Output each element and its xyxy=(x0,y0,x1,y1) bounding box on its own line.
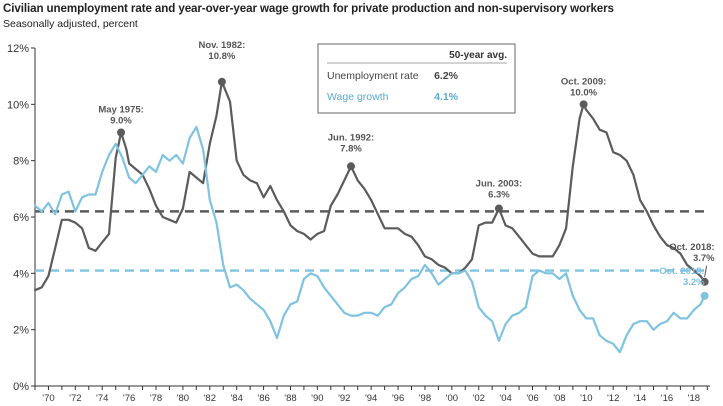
annotation-date-label: Jun. 1992: xyxy=(328,132,374,143)
unemployment-annotation-marker xyxy=(700,277,709,286)
x-tick-label: '78 xyxy=(150,393,162,404)
chart-axes: 0% 2% 4% 6% 8% 10% 12% '70 '72 '74 '76 '78 '80 '82 '84… xyxy=(7,43,710,404)
unemployment-annotation-marker xyxy=(117,128,126,137)
wage-annotation-marker xyxy=(700,291,709,300)
annotation-value-label: 9.0% xyxy=(110,116,132,127)
legend-box: 50-year avg. Unemployment rate 6.2% Wage… xyxy=(317,43,516,114)
y-tick-label: 8% xyxy=(13,156,29,168)
x-tick-label: '98 xyxy=(419,393,431,404)
annotation-value-label: 6.3% xyxy=(488,190,510,201)
annotation-date-label: Oct. 2009: xyxy=(561,76,606,87)
annotation-value-label: 3.7% xyxy=(693,253,715,264)
annotation-date-label: Oct. 2018: xyxy=(659,266,704,277)
x-tick-label: '04 xyxy=(499,393,511,404)
y-tick-label: 0% xyxy=(13,381,29,393)
y-tick-label: 4% xyxy=(13,268,29,280)
x-tick-label: '18 xyxy=(688,393,700,404)
chart-subtitle: Seasonally adjusted, percent xyxy=(3,18,138,30)
x-tick-label: '06 xyxy=(526,393,538,404)
annotation-value-label: 3.2% xyxy=(683,277,705,288)
annotation-date-label: May 1975: xyxy=(98,105,143,116)
x-tick-label: '16 xyxy=(661,393,673,404)
annotation-value-label: 10.0% xyxy=(570,87,597,98)
annotation-value-label: 7.8% xyxy=(340,143,362,154)
unemployment-annotation-marker xyxy=(494,204,503,213)
legend-value-unemployment: 6.2% xyxy=(434,70,459,82)
chart-title: Civilian unemployment rate and year-over… xyxy=(3,2,614,15)
x-tick-label: '82 xyxy=(204,393,216,404)
wage-series-line xyxy=(33,125,706,354)
x-tick-label: '92 xyxy=(338,393,350,404)
y-tick-label: 6% xyxy=(13,212,29,224)
x-tick-label: '10 xyxy=(580,393,592,404)
x-tick-label: '14 xyxy=(634,393,646,404)
x-tick-label: '74 xyxy=(96,393,108,404)
annotation-date-label: Nov. 1982: xyxy=(198,40,245,51)
annotation-value-label: 10.8% xyxy=(208,51,235,62)
annotation-connector xyxy=(704,265,708,277)
legend-value-wage: 4.1% xyxy=(434,91,459,103)
x-tick-label: '08 xyxy=(553,393,565,404)
series-layer xyxy=(33,80,706,354)
annotation-layer: May 1975:9.0% Nov. 1982:10.8% Jun. 1992:7.… xyxy=(98,40,715,300)
x-tick-label: '84 xyxy=(230,393,242,404)
y-tick-label: 10% xyxy=(7,99,29,111)
x-tick-label: '86 xyxy=(257,393,269,404)
unemployment-annotation-marker xyxy=(346,162,355,171)
annotation-date-label: Oct. 2018: xyxy=(669,242,714,253)
legend-header: 50-year avg. xyxy=(449,50,507,61)
y-tick-label: 12% xyxy=(7,43,29,55)
x-tick-label: '00 xyxy=(446,393,458,404)
x-tick-label: '90 xyxy=(311,393,323,404)
unemployment-annotation-marker xyxy=(217,77,226,86)
unemployment-annotation-marker xyxy=(579,100,588,109)
legend-label-unemployment: Unemployment rate xyxy=(327,70,419,82)
annotation-date-label: Jun. 2003: xyxy=(476,179,522,190)
x-tick-label: '72 xyxy=(69,393,81,404)
x-tick-label: '80 xyxy=(177,393,189,404)
reference-lines xyxy=(35,210,708,272)
legend-label-wage: Wage growth xyxy=(327,91,389,103)
x-tick-label: '94 xyxy=(365,393,377,404)
x-tick-label: '02 xyxy=(473,393,485,404)
y-tick-label: 2% xyxy=(13,325,29,337)
x-tick-label: '76 xyxy=(123,393,135,404)
x-tick-label: '12 xyxy=(607,393,619,404)
x-tick-label: '96 xyxy=(392,393,404,404)
x-tick-label: '70 xyxy=(42,393,54,404)
x-tick-label: '88 xyxy=(284,393,296,404)
